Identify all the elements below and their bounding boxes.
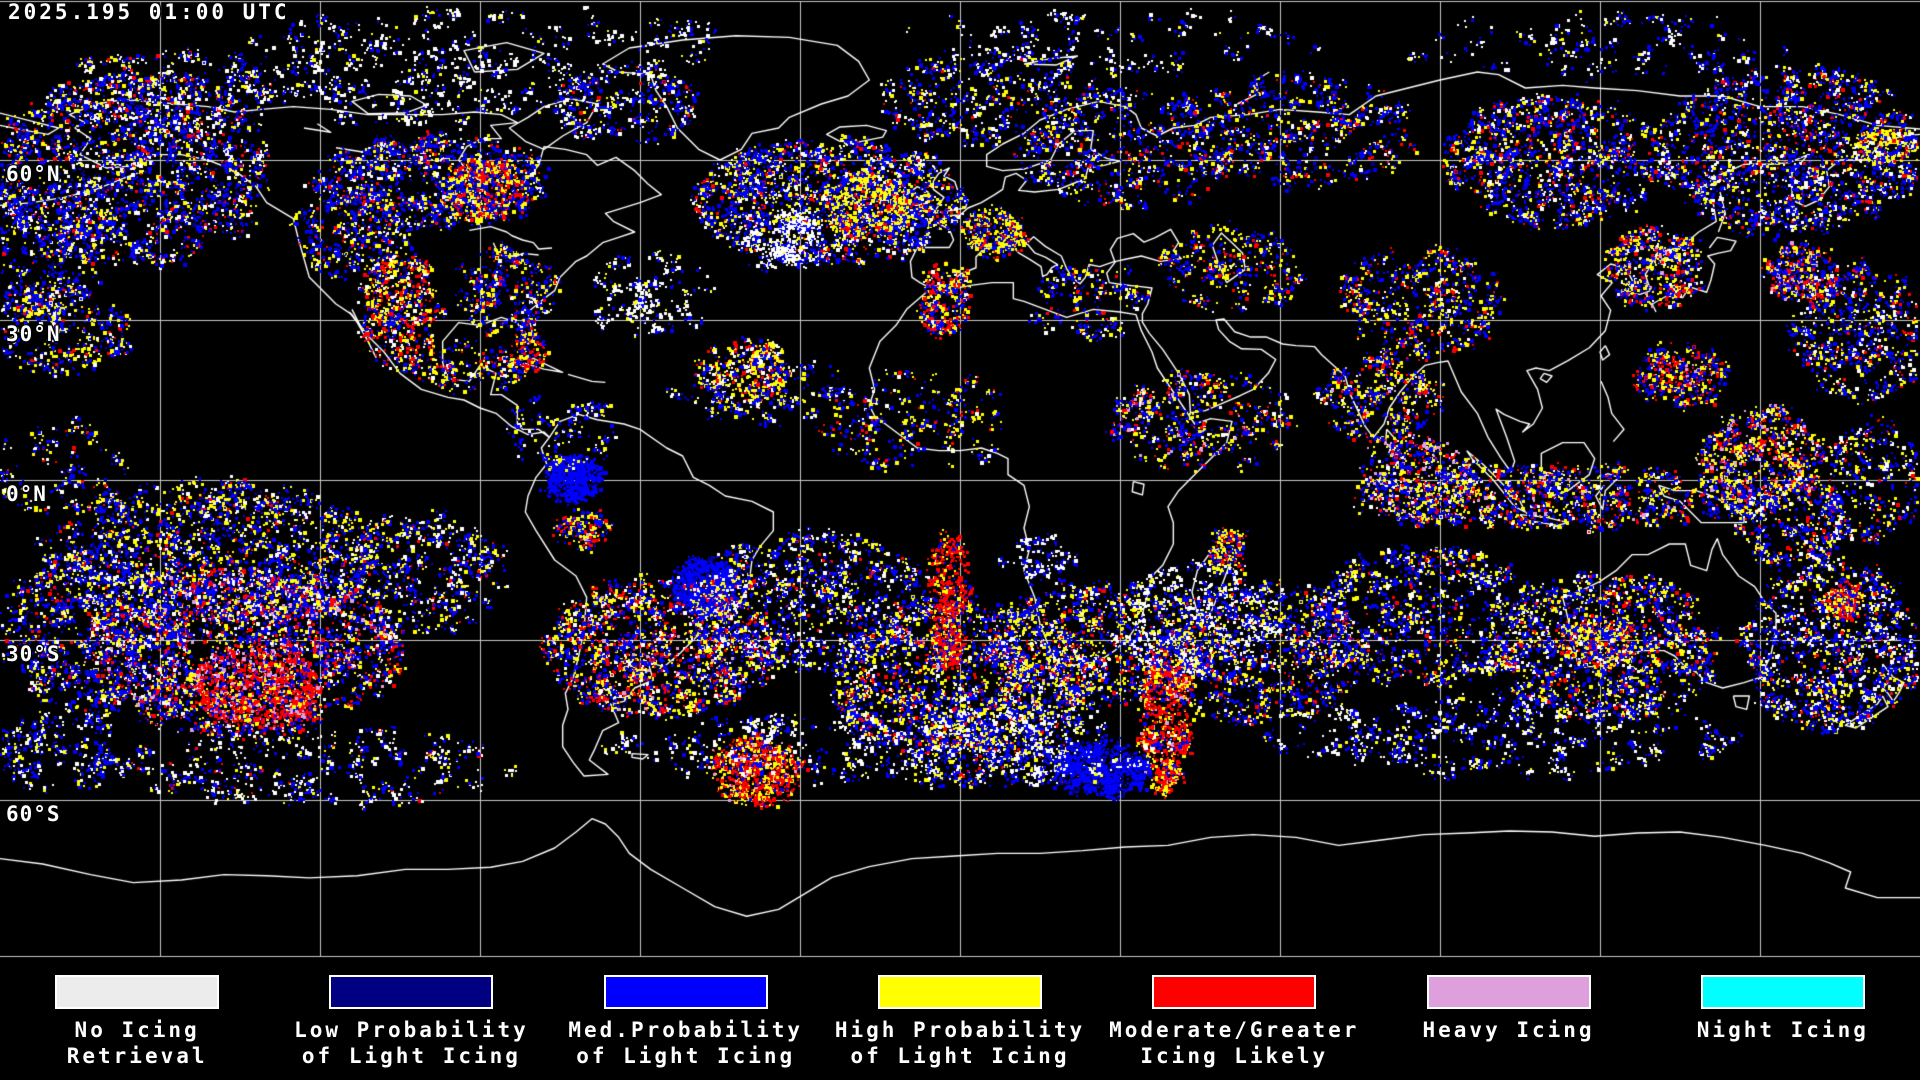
world-icing-map-canvas (0, 0, 1920, 958)
legend-label-line: Low Probability (294, 1018, 529, 1042)
legend-label-low-probability-light-icing: Low Probability of Light Icing (294, 1017, 529, 1069)
legend-item-night-icing: Night Icing (1646, 958, 1920, 1080)
legend-label-med-probability-light-icing: Med.Probability of Light Icing (568, 1017, 803, 1069)
legend-label-line: of Light Icing (576, 1044, 796, 1068)
legend-swatch-moderate-greater-icing-likely (1152, 975, 1317, 1009)
legend-label-line: Retrieval (66, 1044, 208, 1068)
legend-label-line: Icing Likely (1140, 1044, 1329, 1068)
legend-label-line: Night Icing (1696, 1018, 1869, 1042)
legend-item-heavy-icing: Heavy Icing (1371, 958, 1645, 1080)
legend-swatch-night-icing (1700, 975, 1865, 1009)
legend-label-line: of Light Icing (850, 1044, 1070, 1068)
legend-label-line: of Light Icing (301, 1044, 521, 1068)
legend-item-low-probability-light-icing: Low Probability of Light Icing (274, 958, 548, 1080)
latitude-label-30n: 30°N (6, 322, 61, 346)
legend-label-line: High Probability (834, 1018, 1086, 1042)
legend-label-no-icing-retrieval: No Icing Retrieval (67, 1017, 208, 1069)
latitude-label-60s: 60°S (6, 802, 61, 826)
legend-swatch-low-probability-light-icing (329, 975, 494, 1009)
legend-label-line: Moderate/Greater (1109, 1018, 1360, 1042)
legend-label-line: Med.Probability (568, 1018, 804, 1042)
latitude-label-60n: 60°N (6, 162, 61, 186)
latitude-label-0n: 0°N (6, 482, 47, 506)
legend-item-high-probability-light-icing: High Probability of Light Icing (823, 958, 1097, 1080)
legend-label-heavy-icing: Heavy Icing (1423, 1017, 1595, 1043)
legend-item-moderate-greater-icing-likely: Moderate/Greater Icing Likely (1097, 958, 1371, 1080)
legend-label-high-probability-light-icing: High Probability of Light Icing (835, 1017, 1085, 1069)
legend-swatch-med-probability-light-icing (603, 975, 768, 1009)
latitude-label-30s: 30°S (6, 642, 61, 666)
legend-swatch-no-icing-retrieval (55, 975, 220, 1009)
legend-label-moderate-greater-icing-likely: Moderate/Greater Icing Likely (1109, 1017, 1359, 1069)
legend-label-night-icing: Night Icing (1697, 1017, 1869, 1043)
legend-label-line: No Icing (74, 1018, 200, 1042)
legend-bar: No Icing Retrieval Low Probability of Light… (0, 958, 1920, 1080)
timestamp-label: 2025.195 01:00 UTC (8, 0, 290, 24)
legend-item-med-probability-light-icing: Med.Probability of Light Icing (549, 958, 823, 1080)
legend-label-line: Heavy Icing (1422, 1018, 1595, 1042)
legend-swatch-high-probability-light-icing (877, 975, 1042, 1009)
legend-swatch-heavy-icing (1426, 975, 1591, 1009)
legend-item-no-icing-retrieval: No Icing Retrieval (0, 958, 274, 1080)
